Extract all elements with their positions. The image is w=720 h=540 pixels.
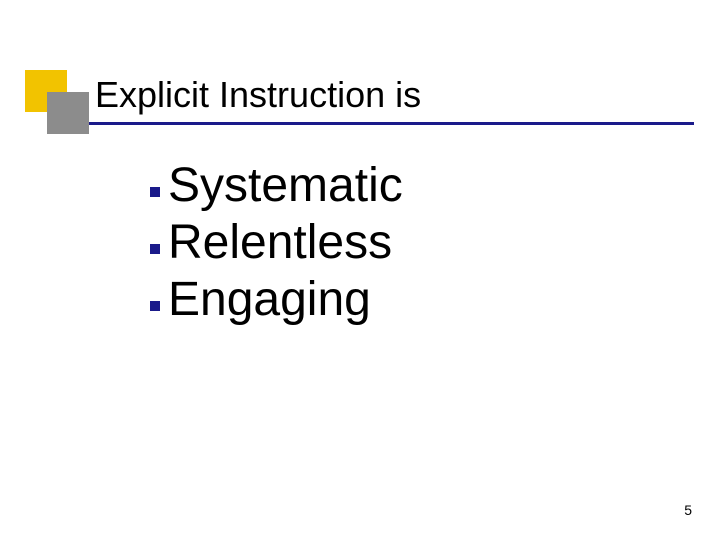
accent-box-grey bbox=[47, 92, 89, 134]
list-item: Relentless bbox=[150, 215, 403, 270]
list-item: Systematic bbox=[150, 158, 403, 213]
bullet-text: Systematic bbox=[168, 158, 403, 213]
bullet-text: Relentless bbox=[168, 215, 392, 270]
bullet-icon bbox=[150, 187, 160, 197]
title-underline bbox=[89, 122, 694, 125]
slide: Explicit Instruction is Systematic Relen… bbox=[0, 0, 720, 540]
bullet-text: Engaging bbox=[168, 272, 371, 327]
page-number: 5 bbox=[684, 502, 692, 518]
slide-title: Explicit Instruction is bbox=[95, 74, 421, 116]
bullet-icon bbox=[150, 301, 160, 311]
bullet-icon bbox=[150, 244, 160, 254]
list-item: Engaging bbox=[150, 272, 403, 327]
bullet-list: Systematic Relentless Engaging bbox=[150, 158, 403, 330]
